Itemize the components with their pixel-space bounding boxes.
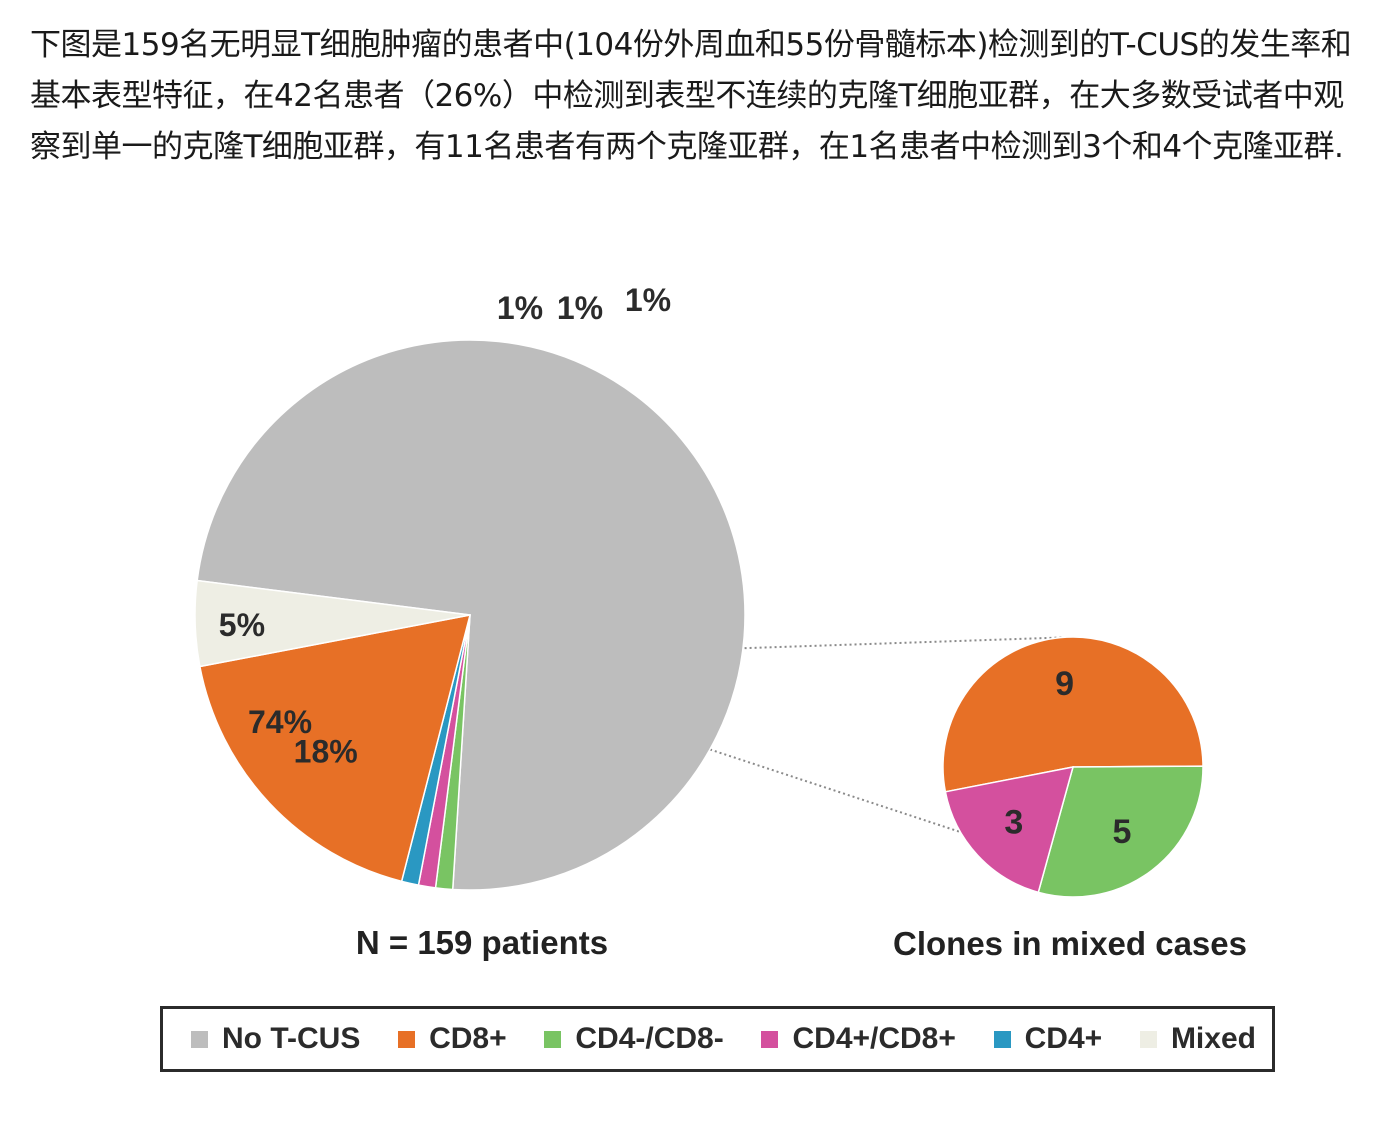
pie-charts: 74% 1% 1% 1% 18% 5% 9 5 3 N = 159 patients Clon…: [194, 282, 1247, 962]
legend-label: CD4+: [1024, 1022, 1103, 1055]
legend-item-cd8: CD8+: [398, 1022, 507, 1056]
legend-swatch: [993, 1030, 1011, 1048]
legend-label: Mixed: [1170, 1022, 1256, 1055]
legend-item-cd4: CD4+: [993, 1022, 1103, 1056]
legend-swatch: [191, 1030, 208, 1048]
legend-label: No T-CUS: [222, 1022, 361, 1055]
legend-item-no-tcus: No T-CUS: [191, 1022, 360, 1056]
pie-slice-mixed: [194, 579, 471, 668]
legend: No T-CUS CD8+ CD4-/CD8- CD4+/CD8+ CD4+ M…: [160, 1006, 1275, 1072]
main-pie-title: N = 159 patients: [356, 924, 608, 961]
legend-item-mixed: Mixed: [1139, 1022, 1256, 1056]
pie-slice-cd8pos: [942, 636, 1204, 793]
slice-label-cd8pos: 18%: [294, 734, 358, 770]
legend-swatch: [398, 1030, 416, 1048]
slice-label-cd4pos-cd8pos: 3: [1004, 804, 1023, 842]
legend-label: CD4-/CD8-: [575, 1022, 724, 1055]
slice-label-cd4neg-cd8neg: 5: [1113, 813, 1132, 851]
legend-item-cd4neg-cd8neg: CD4-/CD8-: [544, 1022, 724, 1056]
pie-slice-cd4neg-cd8neg: [1037, 765, 1204, 898]
legend-item-cd4pos-cd8pos: CD4+/CD8+: [761, 1022, 956, 1056]
pie-slice-cd8pos: [198, 614, 472, 883]
slice-label-no-tnegcus: 74%: [248, 704, 312, 740]
legend-swatch: [1139, 1030, 1157, 1048]
slice-label-cd4pos: 1%: [625, 282, 671, 318]
slice-label-cd4pos-cd8pos: 1%: [557, 290, 603, 326]
pie-slice-cd4pos-cd8pos: [944, 766, 1075, 894]
legend-swatch: [544, 1030, 562, 1048]
mixed-pie-title: Clones in mixed cases: [893, 925, 1247, 962]
mixed-clones-pie-chart: 9 5 3: [942, 636, 1204, 898]
slice-label-cd8pos: 9: [1055, 665, 1074, 703]
intro-paragraph: 下图是159名无明显T细胞肿瘤的患者中(104份外周血和55份骨髓标本)检测到的…: [30, 27, 1352, 165]
pie-slice-no-tnegcus: [196, 339, 746, 891]
main-pie-chart: 74% 1% 1% 1% 18% 5%: [194, 282, 746, 891]
legend-label: CD8+: [429, 1022, 507, 1055]
slice-label-cd4neg-cd8neg: 1%: [497, 290, 543, 326]
legend-swatch: [761, 1030, 779, 1048]
slice-label-mixed: 5%: [219, 607, 265, 643]
legend-label: CD4+/CD8+: [792, 1022, 956, 1055]
